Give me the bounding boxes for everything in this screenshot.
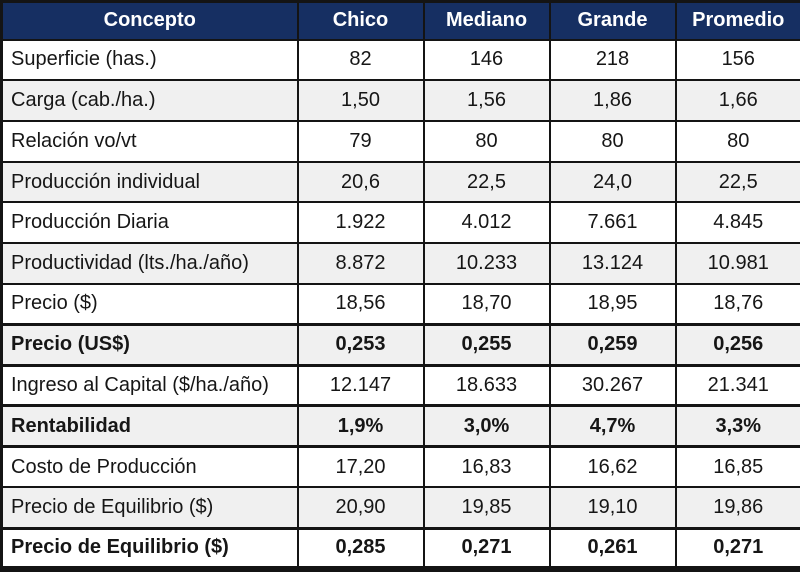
- cell-value: 10.233: [422, 242, 551, 285]
- cell-value: 24,0: [548, 160, 677, 204]
- cell-value: 16,62: [548, 445, 677, 489]
- cell-value: 18.633: [422, 364, 551, 407]
- table-header-row: Concepto Chico Mediano Grande Promedio: [0, 0, 800, 41]
- cell-value: 22,5: [674, 160, 800, 204]
- column-header-grande: Grande: [548, 0, 677, 41]
- cell-value: 17,20: [296, 445, 425, 489]
- cell-value: 4.845: [674, 201, 800, 245]
- cell-value: 80: [422, 119, 551, 163]
- row-label: Producción Diaria: [0, 201, 299, 245]
- cell-value: 8.872: [296, 242, 425, 285]
- row-label: Precio de Equilibrio ($): [0, 486, 299, 530]
- cell-value: 22,5: [422, 160, 551, 204]
- cell-value: 80: [548, 119, 677, 163]
- cell-value: 12.147: [296, 364, 425, 407]
- cell-value: 0,255: [422, 323, 551, 367]
- row-label: Ingreso al Capital ($/ha./año): [0, 364, 299, 407]
- cell-value: 1,66: [674, 79, 800, 122]
- row-label: Precio de Equilibrio ($): [0, 526, 299, 571]
- cell-value: 19,10: [548, 486, 677, 530]
- row-label: Producción individual: [0, 160, 299, 204]
- row-label: Costo de Producción: [0, 445, 299, 489]
- table-row-produccion-diaria: Producción Diaria 1.922 4.012 7.661 4.84…: [0, 201, 800, 245]
- cell-value: 1,50: [296, 79, 425, 122]
- cell-value: 82: [296, 38, 425, 82]
- cell-value: 146: [422, 38, 551, 82]
- cell-value: 0,285: [296, 526, 425, 571]
- cell-value: 16,85: [674, 445, 800, 489]
- column-header-concepto: Concepto: [0, 0, 299, 41]
- table-row-ingreso-capital: Ingreso al Capital ($/ha./año) 12.147 18…: [0, 364, 800, 407]
- table-row-precio-pesos: Precio ($) 18,56 18,70 18,95 18,76: [0, 282, 800, 326]
- cell-value: 18,56: [296, 282, 425, 326]
- cell-value: 18,95: [548, 282, 677, 326]
- table-row-precio-usd: Precio (US$) 0,253 0,255 0,259 0,256: [0, 323, 800, 367]
- row-label: Rentabilidad: [0, 404, 299, 449]
- cell-value: 0,253: [296, 323, 425, 367]
- row-label: Superficie (has.): [0, 38, 299, 82]
- row-label: Productividad (lts./ha./año): [0, 242, 299, 285]
- table-row-costo-produccion: Costo de Producción 17,20 16,83 16,62 16…: [0, 445, 800, 489]
- cell-value: 20,90: [296, 486, 425, 530]
- cell-value: 18,70: [422, 282, 551, 326]
- table-row-carga: Carga (cab./ha.) 1,50 1,56 1,86 1,66: [0, 79, 800, 122]
- cell-value: 19,85: [422, 486, 551, 530]
- cell-value: 156: [674, 38, 800, 82]
- cell-value: 19,86: [674, 486, 800, 530]
- column-header-promedio: Promedio: [674, 0, 800, 41]
- table-row-superficie: Superficie (has.) 82 146 218 156: [0, 38, 800, 82]
- cell-value: 4,7%: [548, 404, 677, 449]
- cell-value: 3,0%: [422, 404, 551, 449]
- cell-value: 0,271: [422, 526, 551, 571]
- table-row-productividad: Productividad (lts./ha./año) 8.872 10.23…: [0, 242, 800, 285]
- table-row-rentabilidad: Rentabilidad 1,9% 3,0% 4,7% 3,3%: [0, 404, 800, 449]
- cell-value: 0,259: [548, 323, 677, 367]
- cell-value: 18,76: [674, 282, 800, 326]
- cell-value: 30.267: [548, 364, 677, 407]
- table-row-produccion-individual: Producción individual 20,6 22,5 24,0 22,…: [0, 160, 800, 204]
- cell-value: 1,9%: [296, 404, 425, 449]
- row-label: Precio (US$): [0, 323, 299, 367]
- cell-value: 1,56: [422, 79, 551, 122]
- column-header-mediano: Mediano: [422, 0, 551, 41]
- cell-value: 79: [296, 119, 425, 163]
- table-row-relacion: Relación vo/vt 79 80 80 80: [0, 119, 800, 163]
- row-label: Carga (cab./ha.): [0, 79, 299, 122]
- cell-value: 16,83: [422, 445, 551, 489]
- cell-value: 20,6: [296, 160, 425, 204]
- cell-value: 0,271: [674, 526, 800, 571]
- cell-value: 80: [674, 119, 800, 163]
- column-header-chico: Chico: [296, 0, 425, 41]
- table-row-precio-equilibrio-usd: Precio de Equilibrio ($) 0,285 0,271 0,2…: [0, 526, 800, 571]
- cell-value: 13.124: [548, 242, 677, 285]
- cell-value: 0,256: [674, 323, 800, 367]
- cell-value: 7.661: [548, 201, 677, 245]
- row-label: Precio ($): [0, 282, 299, 326]
- cell-value: 3,3%: [674, 404, 800, 449]
- cell-value: 0,261: [548, 526, 677, 571]
- cell-value: 21.341: [674, 364, 800, 407]
- cell-value: 4.012: [422, 201, 551, 245]
- table-row-precio-equilibrio-pesos: Precio de Equilibrio ($) 20,90 19,85 19,…: [0, 486, 800, 530]
- cell-value: 1.922: [296, 201, 425, 245]
- cell-value: 10.981: [674, 242, 800, 285]
- row-label: Relación vo/vt: [0, 119, 299, 163]
- cell-value: 1,86: [548, 79, 677, 122]
- cell-value: 218: [548, 38, 677, 82]
